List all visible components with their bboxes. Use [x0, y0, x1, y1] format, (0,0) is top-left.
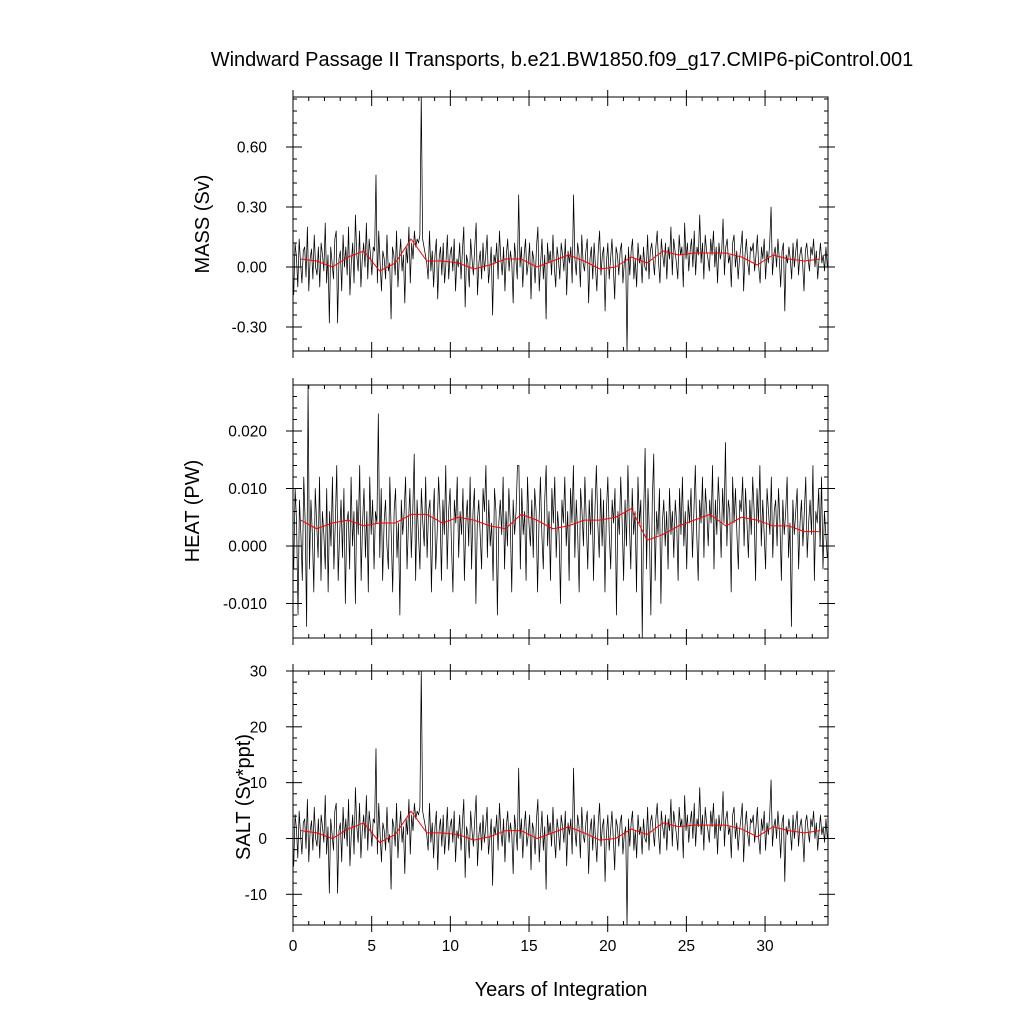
heat-series-layer [293, 385, 828, 638]
mass-ytick-label: 0.60 [237, 140, 268, 157]
salt-xtick-label: 25 [678, 938, 695, 955]
heat-panel: -0.010 0.000 0.010 0.020 HEAT (PW) [182, 378, 835, 645]
salt-series-layer [293, 671, 828, 925]
salt-xtick-label: 15 [520, 938, 537, 955]
mass-series-annual-mean [300, 238, 821, 272]
heat-ytick-label: 0.010 [228, 481, 267, 498]
salt-xtick-label: 10 [442, 938, 460, 955]
heat-axis-layer: -0.010 0.000 0.010 0.020 [223, 378, 835, 645]
salt-series-annual-mean [300, 810, 821, 843]
salt-xtick-label: 5 [367, 938, 376, 955]
salt-ytick-label: 10 [250, 775, 268, 792]
salt-xtick-label: 30 [756, 938, 774, 955]
x-axis-label: Years of Integration [475, 979, 648, 1001]
salt-ytick-label: 30 [250, 664, 268, 681]
salt-panel: 0 5 10 15 20 25 30 -10 0 10 20 30 SALT (Sv*ppt) [233, 664, 835, 955]
salt-series-monthly [293, 671, 828, 925]
chart-title: Windward Passage II Transports, b.e21.BW… [211, 49, 914, 71]
salt-plot-frame [292, 670, 829, 926]
mass-series-monthly [293, 97, 828, 351]
salt-ytick-label: 20 [250, 719, 268, 736]
mass-axis-layer: -0.30 0.00 0.30 0.60 [232, 90, 835, 358]
salt-xtick-label: 0 [289, 938, 298, 955]
mass-ylabel: MASS (Sv) [192, 175, 214, 274]
salt-ylabel: SALT (Sv*ppt) [233, 734, 255, 860]
salt-ytick-label: 0 [258, 831, 267, 848]
mass-ytick-label: -0.30 [232, 320, 268, 337]
mass-ytick-label: 0.00 [237, 260, 268, 277]
mass-panel: -0.30 0.00 0.30 0.60 MASS (Sv) [192, 90, 835, 358]
heat-ytick-label: 0.020 [228, 424, 267, 441]
salt-ytick-label: -10 [245, 887, 268, 904]
heat-series-monthly [293, 385, 828, 638]
salt-xtick-label: 20 [599, 938, 617, 955]
mass-ytick-label: 0.30 [237, 200, 268, 217]
heat-ytick-label: -0.010 [223, 596, 267, 613]
heat-ytick-label: 0.000 [228, 539, 267, 556]
salt-axis-layer: 0 5 10 15 20 25 30 -10 0 10 20 30 [245, 664, 835, 955]
mass-series-layer [293, 97, 828, 351]
mass-plot-frame [292, 96, 829, 352]
heat-series-annual-mean [300, 508, 821, 541]
heat-ylabel: HEAT (PW) [182, 460, 204, 563]
